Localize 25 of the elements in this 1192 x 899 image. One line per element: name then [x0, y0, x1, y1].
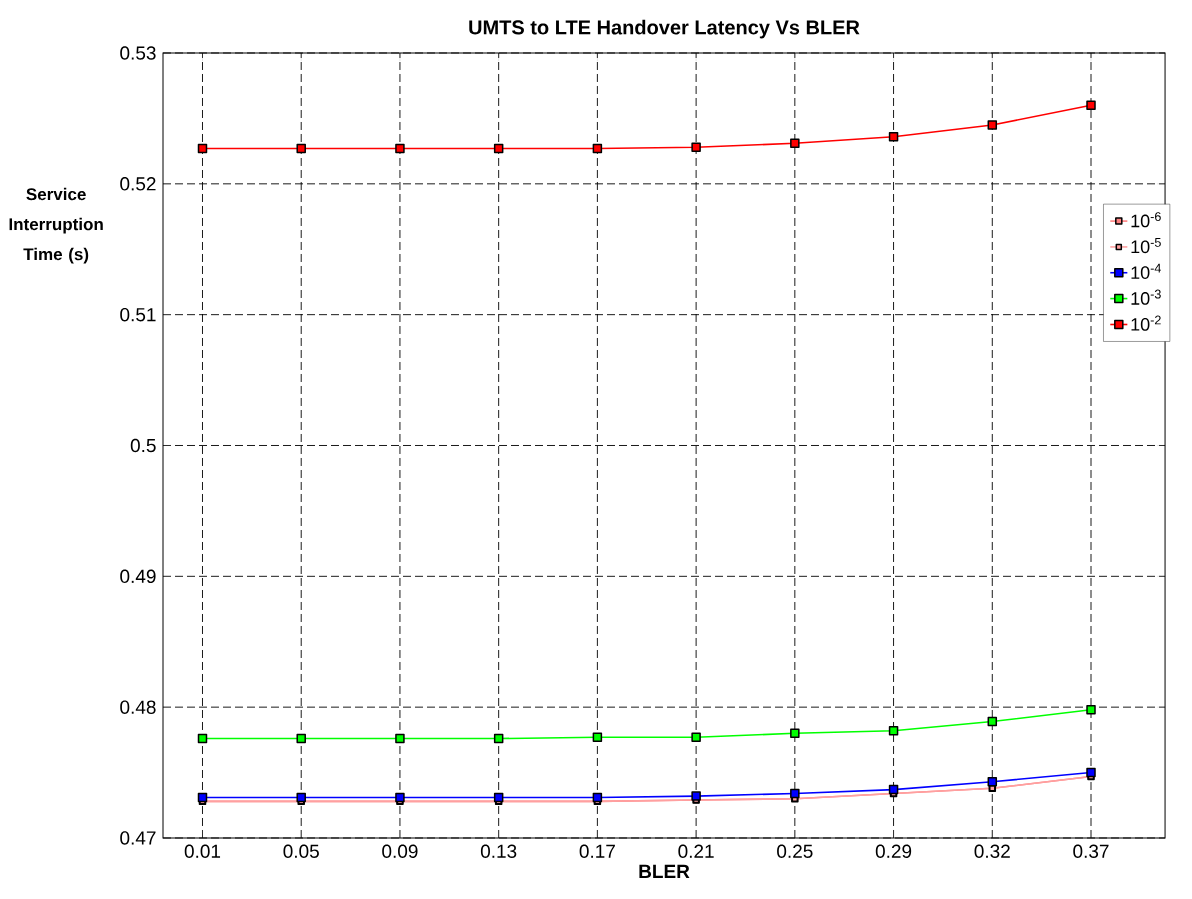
y-tick-label: 0.5 — [130, 438, 156, 453]
x-tick-label: 0.21 — [678, 844, 714, 858]
y-tick-label: 0.51 — [120, 307, 156, 322]
legend-label: 10$^{-4}$ — [1131, 263, 1161, 279]
x-tick-label: 0.05 — [283, 844, 319, 858]
y-tick-label: 0.52 — [120, 177, 156, 191]
legend-label: 10$^{-5}$ — [1131, 238, 1161, 254]
x-tick-label: 0.29 — [875, 844, 912, 858]
x-tick-label: 0.01 — [184, 844, 221, 858]
x-tick-label: 0.17 — [579, 844, 615, 858]
legend-label: 10$^{-6}$ — [1131, 212, 1161, 228]
y-tick-label: 0.48 — [120, 700, 156, 714]
chart-title: UMTS to LTE Handover Latency Vs BLER — [469, 19, 860, 39]
x-tick-label: 0.32 — [974, 844, 1010, 858]
y-tick-label: 0.47 — [120, 831, 156, 845]
x-tick-label: 0.37 — [1073, 844, 1109, 858]
legend-label: 10$^{-3}$ — [1131, 289, 1161, 305]
x-tick-label: 0.13 — [480, 844, 517, 858]
x-axis-title: BLER — [639, 864, 690, 878]
legend-label: 10$^{-2}$ — [1131, 315, 1161, 331]
y-tick-label: 0.53 — [120, 46, 156, 60]
x-tick-label: 0.25 — [777, 844, 813, 858]
y-tick-label: 0.49 — [120, 569, 156, 584]
x-tick-label: 0.09 — [382, 844, 418, 858]
y-axis-title: Service Interruption Time (s) — [9, 187, 103, 264]
